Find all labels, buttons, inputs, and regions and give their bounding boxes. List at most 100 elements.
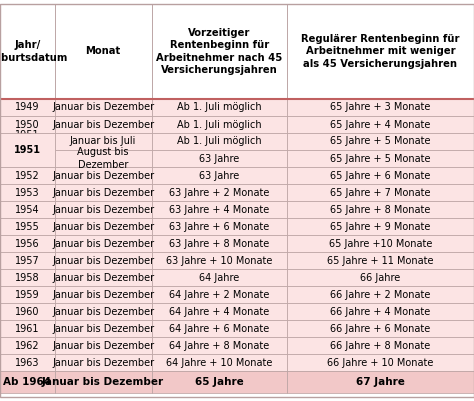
Text: 65 Jahre + 5 Monate: 65 Jahre + 5 Monate [330, 154, 431, 164]
Text: Januar bis Dezember: Januar bis Dezember [52, 324, 154, 334]
Bar [55, 4, 152, 99]
Bar [0, 4, 55, 99]
Bar [287, 133, 474, 150]
Bar [287, 320, 474, 337]
Text: 66 Jahre: 66 Jahre [360, 273, 401, 282]
Bar [287, 337, 474, 354]
Bar [152, 167, 287, 184]
Text: Ab 1. Juli möglich: Ab 1. Juli möglich [177, 119, 262, 130]
Text: Januar bis Dezember: Januar bis Dezember [52, 188, 154, 198]
Bar [287, 252, 474, 269]
Bar [0, 286, 55, 303]
Bar [152, 4, 287, 99]
Text: 65 Jahre + 4 Monate: 65 Jahre + 4 Monate [330, 119, 430, 130]
Bar [55, 116, 152, 133]
Text: Januar bis Dezember: Januar bis Dezember [42, 377, 164, 387]
Bar [287, 150, 474, 167]
Bar [152, 99, 287, 116]
Bar [152, 320, 287, 337]
Text: Januar bis Dezember: Januar bis Dezember [52, 306, 154, 316]
Bar [287, 184, 474, 201]
Text: 64 Jahre + 8 Monate: 64 Jahre + 8 Monate [169, 340, 269, 350]
Text: Januar bis Dezember: Januar bis Dezember [52, 358, 154, 367]
Bar [55, 150, 152, 167]
Text: 63 Jahre + 4 Monate: 63 Jahre + 4 Monate [169, 205, 269, 215]
Text: Januar bis Dezember: Januar bis Dezember [52, 239, 154, 249]
Bar [0, 252, 55, 269]
Text: 1962: 1962 [15, 340, 39, 350]
Text: Ab 1964: Ab 1964 [3, 377, 51, 387]
Text: 65 Jahre: 65 Jahre [195, 377, 244, 387]
Bar [0, 133, 55, 167]
Bar [287, 218, 474, 235]
Bar [287, 99, 474, 116]
Bar [55, 99, 152, 116]
Text: Monat: Monat [85, 47, 121, 57]
Text: 1963: 1963 [15, 358, 39, 367]
Text: 1959: 1959 [15, 290, 39, 300]
Bar [152, 252, 287, 269]
Text: 65 Jahre +10 Monate: 65 Jahre +10 Monate [328, 239, 432, 249]
Bar [0, 150, 55, 167]
Text: 65 Jahre + 7 Monate: 65 Jahre + 7 Monate [330, 188, 431, 198]
Text: 1955: 1955 [15, 221, 40, 231]
Text: 1956: 1956 [15, 239, 39, 249]
Text: 63 Jahre + 8 Monate: 63 Jahre + 8 Monate [169, 239, 269, 249]
Bar [0, 99, 55, 116]
Bar [152, 354, 287, 371]
Text: 65 Jahre + 3 Monate: 65 Jahre + 3 Monate [330, 103, 430, 113]
Text: 1953: 1953 [15, 188, 39, 198]
Bar [287, 235, 474, 252]
Text: 67 Jahre: 67 Jahre [356, 377, 405, 387]
Text: 63 Jahre + 6 Monate: 63 Jahre + 6 Monate [169, 221, 269, 231]
Text: 65 Jahre + 9 Monate: 65 Jahre + 9 Monate [330, 221, 430, 231]
Bar [152, 286, 287, 303]
Text: Januar bis Dezember: Januar bis Dezember [52, 221, 154, 231]
Text: Januar bis Dezember: Januar bis Dezember [52, 273, 154, 282]
Text: 64 Jahre + 2 Monate: 64 Jahre + 2 Monate [169, 290, 269, 300]
Text: Ab 1. Juli möglich: Ab 1. Juli möglich [177, 136, 262, 146]
Bar [0, 218, 55, 235]
Text: Januar bis Dezember: Januar bis Dezember [52, 205, 154, 215]
Text: 65 Jahre + 11 Monate: 65 Jahre + 11 Monate [327, 255, 434, 265]
Text: August bis
Dezember: August bis Dezember [77, 147, 129, 170]
Bar [0, 269, 55, 286]
Bar [55, 235, 152, 252]
Bar [152, 150, 287, 167]
Bar [152, 201, 287, 218]
Bar [0, 303, 55, 320]
Bar [55, 337, 152, 354]
Bar [0, 354, 55, 371]
Bar [55, 303, 152, 320]
Bar [152, 337, 287, 354]
Bar [287, 371, 474, 393]
Bar [152, 303, 287, 320]
Text: Januar bis Dezember: Januar bis Dezember [52, 255, 154, 265]
Text: 1951: 1951 [14, 145, 41, 155]
Text: Vorzeitiger
Rentenbeginn für
Arbeitnehmer nach 45
Versicherungsjahren: Vorzeitiger Rentenbeginn für Arbeitnehme… [156, 28, 283, 75]
Text: Jahr/
Geburtsdatum: Jahr/ Geburtsdatum [0, 40, 68, 63]
Text: 1954: 1954 [15, 205, 39, 215]
Text: 64 Jahre + 4 Monate: 64 Jahre + 4 Monate [169, 306, 269, 316]
Text: 63 Jahre + 2 Monate: 63 Jahre + 2 Monate [169, 188, 269, 198]
Bar [0, 337, 55, 354]
Text: 64 Jahre + 6 Monate: 64 Jahre + 6 Monate [169, 324, 269, 334]
Text: 1950: 1950 [15, 119, 39, 130]
Bar [152, 133, 287, 150]
Text: 1961: 1961 [15, 324, 39, 334]
Text: 65 Jahre + 6 Monate: 65 Jahre + 6 Monate [330, 170, 430, 180]
Text: Januar bis Dezember: Januar bis Dezember [52, 290, 154, 300]
Text: 63 Jahre: 63 Jahre [199, 154, 239, 164]
Bar [0, 116, 55, 133]
Text: Januar bis Dezember: Januar bis Dezember [52, 340, 154, 350]
Text: Januar bis Dezember: Januar bis Dezember [52, 119, 154, 130]
Text: 65 Jahre + 5 Monate: 65 Jahre + 5 Monate [330, 136, 431, 146]
Bar [55, 218, 152, 235]
Text: 66 Jahre + 2 Monate: 66 Jahre + 2 Monate [330, 290, 430, 300]
Bar [152, 235, 287, 252]
Bar [287, 354, 474, 371]
Bar [0, 371, 55, 393]
Text: 63 Jahre: 63 Jahre [199, 170, 239, 180]
Text: 1958: 1958 [15, 273, 39, 282]
Bar [55, 320, 152, 337]
